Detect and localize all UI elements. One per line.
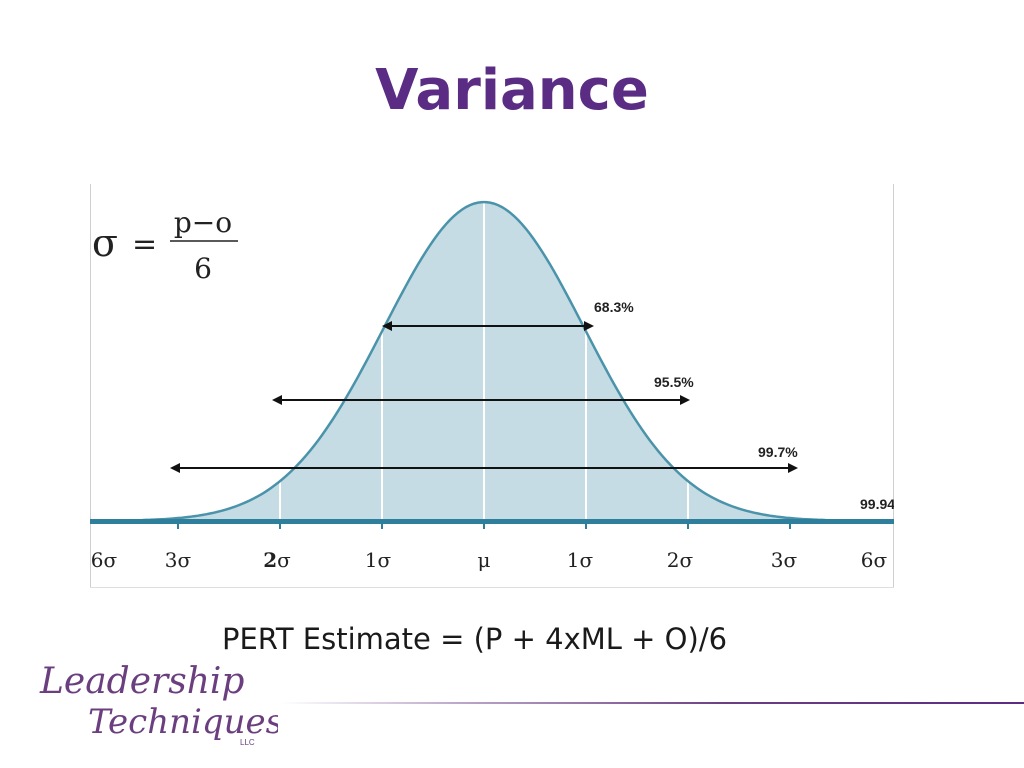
formula-numerator: p−o xyxy=(174,206,232,239)
normal-distribution-diagram: 68.3% 95.5% 99.7% 99.94% σ = p−o 6 6σ 3σ… xyxy=(90,184,894,588)
baseline-axis xyxy=(90,519,894,524)
axis-label-2sigma-left: 2σ xyxy=(263,548,291,572)
bell-curve xyxy=(90,200,894,523)
sigma-gridlines xyxy=(177,202,791,521)
axis-label-1sigma-right: 1σ xyxy=(567,548,594,572)
axis-label-3sigma-right: 3σ xyxy=(771,548,798,572)
slide-title: Variance xyxy=(375,58,649,123)
axis-label-mu: μ xyxy=(478,548,491,572)
axis-label-6sigma-left: 6σ xyxy=(91,548,118,572)
axis-ticks xyxy=(177,519,791,529)
axis-label-6sigma-right: 6σ xyxy=(861,548,888,572)
logo-line1: Leadership xyxy=(39,661,244,702)
logo-suffix: LLC xyxy=(240,738,255,747)
pert-estimate-formula: PERT Estimate = (P + 4xML + O)/6 xyxy=(222,622,728,656)
interval-label-99: 99.7% xyxy=(758,444,798,460)
curve-area xyxy=(90,202,894,521)
axis-labels: 6σ 3σ 2σ 1σ μ 1σ 2σ 3σ 6σ xyxy=(91,548,888,572)
interval-label-9994: 99.94% xyxy=(860,496,894,512)
axis-label-3sigma-left: 3σ xyxy=(165,548,192,572)
formula-equals: = xyxy=(132,227,157,262)
logo-line2: Techniques xyxy=(88,702,278,742)
sigma-formula: σ = p−o 6 xyxy=(92,206,238,285)
axis-label-1sigma-left: 1σ xyxy=(365,548,392,572)
footer-divider xyxy=(280,702,1024,704)
formula-denominator: 6 xyxy=(194,252,212,285)
interval-label-95: 95.5% xyxy=(654,374,694,390)
formula-sigma: σ xyxy=(92,221,118,265)
leadership-techniques-logo: Leadership Techniques LLC xyxy=(39,661,278,747)
axis-label-2sigma-right: 2σ xyxy=(667,548,694,572)
interval-label-68: 68.3% xyxy=(594,299,634,315)
